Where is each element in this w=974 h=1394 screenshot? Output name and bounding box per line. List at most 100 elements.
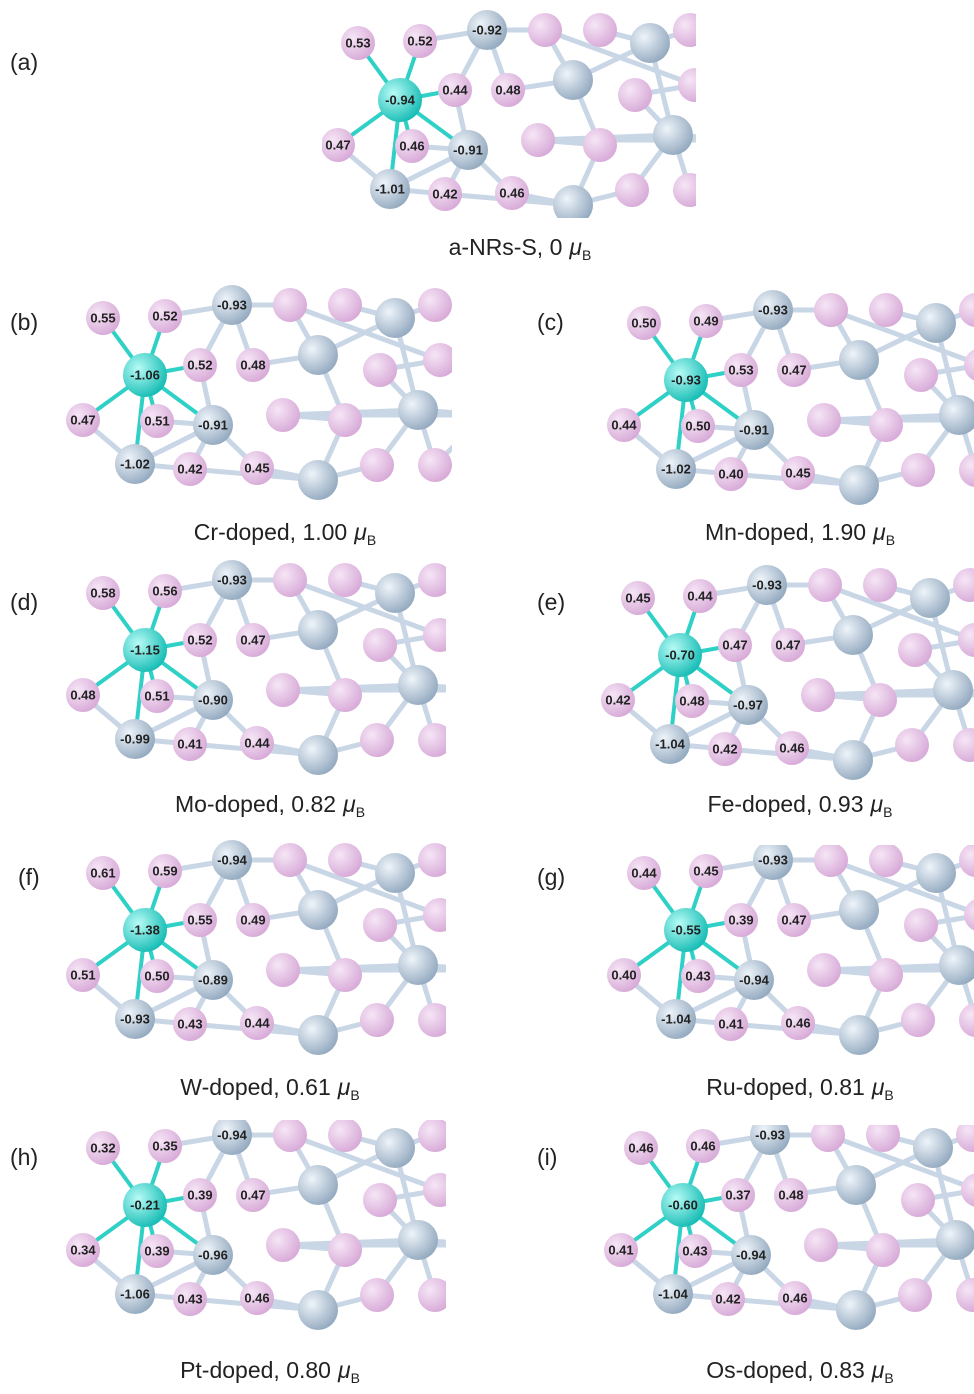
atom — [811, 1118, 845, 1152]
atom — [916, 853, 956, 893]
unit-symbol: μ — [342, 791, 356, 817]
charge-label: 0.43 — [177, 1292, 202, 1307]
unit-subscript: B — [886, 532, 895, 548]
panel-letter: (e) — [537, 589, 565, 615]
charge-label: -0.94 — [217, 1128, 247, 1143]
charge-label: 0.42 — [605, 693, 630, 708]
charge-label: 0.52 — [407, 34, 432, 49]
charge-label: 0.35 — [152, 1139, 177, 1154]
caption: Mn-doped, 1.90μB — [705, 519, 895, 548]
charge-label: 0.48 — [495, 83, 520, 98]
atom — [423, 1173, 457, 1207]
atom — [804, 1228, 838, 1262]
atom — [814, 843, 848, 877]
atom — [959, 1003, 974, 1037]
panel-letter: (h) — [10, 1144, 38, 1170]
caption-text: Fe-doped, 0.93 — [708, 791, 864, 817]
atom — [465, 1225, 505, 1265]
charge-label: 0.47 — [781, 913, 806, 928]
charge-label: 0.47 — [775, 638, 800, 653]
atom — [398, 390, 438, 430]
charge-label: 0.52 — [187, 358, 212, 373]
atom — [904, 908, 938, 942]
atom — [723, 23, 757, 57]
panel: (h)0.320.35-0.94-0.210.390.470.340.39-0.… — [10, 1115, 505, 1386]
charge-label: -0.97 — [733, 698, 763, 713]
unit-subscript: B — [356, 804, 365, 820]
unit-symbol: μ — [871, 1357, 885, 1383]
atom — [910, 578, 950, 618]
charge-label: 0.42 — [177, 462, 202, 477]
unit-subscript: B — [883, 804, 892, 820]
charge-label: 0.47 — [240, 1188, 265, 1203]
charge-label: 0.40 — [718, 467, 743, 482]
charge-label: -0.94 — [217, 853, 247, 868]
atom — [375, 298, 415, 338]
atom — [418, 1003, 452, 1037]
charge-label: 0.46 — [785, 1016, 810, 1031]
charge-label: 0.53 — [345, 36, 370, 51]
atom — [423, 343, 457, 377]
atom — [959, 843, 974, 877]
panel-letter: (b) — [10, 309, 38, 335]
atom — [869, 958, 903, 992]
caption-text: W-doped, 0.61 — [180, 1074, 330, 1100]
atom — [720, 120, 760, 160]
charge-label: 0.53 — [728, 363, 753, 378]
atom — [673, 173, 707, 207]
charge-label: 0.47 — [781, 363, 806, 378]
unit-symbol: μ — [568, 234, 582, 260]
charge-label: 0.39 — [144, 1244, 169, 1259]
unit-symbol: μ — [337, 1357, 351, 1383]
charge-label: 0.51 — [70, 968, 95, 983]
atom — [553, 60, 593, 100]
caption-text: Ru-doped, 0.81 — [706, 1074, 865, 1100]
charge-label: 0.56 — [152, 584, 177, 599]
atom — [273, 843, 307, 877]
charge-label: -0.91 — [453, 143, 483, 158]
charge-label: 0.49 — [240, 913, 265, 928]
charge-label: -0.93 — [752, 578, 782, 593]
atom — [363, 353, 397, 387]
charge-label: 0.37 — [725, 1188, 750, 1203]
charge-label: -0.55 — [671, 923, 701, 938]
atom — [375, 853, 415, 893]
charge-label: -1.15 — [130, 643, 160, 658]
charge-label: 0.40 — [611, 968, 636, 983]
atom — [807, 953, 841, 987]
atom — [298, 1015, 338, 1055]
atom — [678, 68, 712, 102]
atom — [465, 950, 505, 990]
atom — [869, 408, 903, 442]
atom — [360, 448, 394, 482]
panel-letter: (g) — [537, 864, 565, 890]
atom — [521, 123, 555, 157]
charge-label: -1.04 — [658, 1287, 688, 1302]
charge-label: 0.43 — [177, 1017, 202, 1032]
atom — [673, 13, 707, 47]
charge-label: 0.46 — [244, 1291, 269, 1306]
charge-label: -0.93 — [217, 573, 247, 588]
atom — [363, 908, 397, 942]
atom — [833, 615, 873, 655]
charge-label: 0.49 — [693, 314, 718, 329]
atom — [801, 678, 835, 712]
atom — [839, 890, 879, 930]
atom — [328, 288, 362, 322]
atom — [298, 610, 338, 650]
atom — [298, 1290, 338, 1330]
charge-label: -1.02 — [661, 462, 691, 477]
panel: (i)0.460.46-0.93-0.600.370.480.410.43-0.… — [537, 1115, 974, 1386]
charge-label: -0.94 — [385, 93, 415, 108]
atom — [398, 665, 438, 705]
charge-label: 0.41 — [718, 1017, 743, 1032]
charge-label: 0.52 — [187, 633, 212, 648]
atom — [964, 898, 974, 932]
charge-label: -0.93 — [217, 298, 247, 313]
atom — [328, 1118, 362, 1152]
atom — [398, 945, 438, 985]
